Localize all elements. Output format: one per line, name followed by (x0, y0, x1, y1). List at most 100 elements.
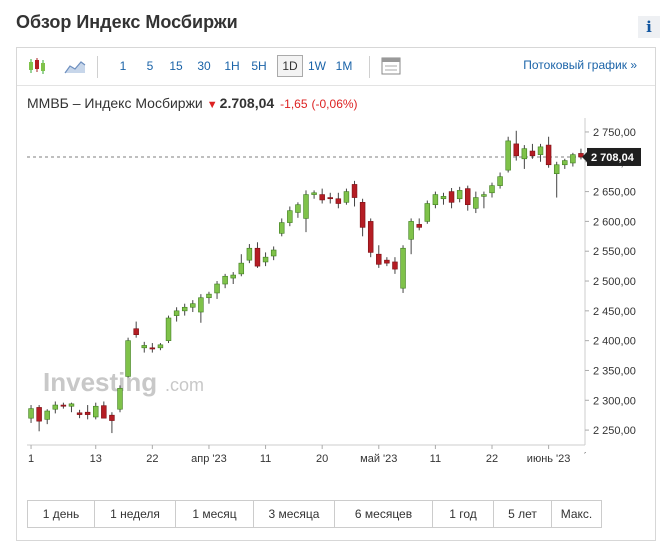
candle-body[interactable] (513, 143, 519, 157)
range-button-2[interactable]: 1 месяц (176, 501, 254, 527)
candle-body[interactable] (359, 202, 366, 228)
candle-body[interactable] (367, 221, 374, 253)
candle-body[interactable] (473, 197, 479, 209)
candle-body[interactable] (343, 191, 350, 203)
last-price: 2.708,04 (219, 95, 275, 111)
range-button-1[interactable]: 1 неделя (95, 501, 176, 527)
x-tick-label-end: ˊ (584, 451, 587, 461)
candle-body[interactable] (562, 160, 568, 166)
candle-body[interactable] (36, 407, 42, 422)
range-button-5[interactable]: 1 год (433, 501, 494, 527)
candle-body[interactable] (181, 306, 188, 312)
candle-body[interactable] (497, 176, 503, 186)
candle-body[interactable] (529, 150, 536, 157)
candle-body[interactable] (44, 410, 50, 420)
candle-body[interactable] (505, 140, 511, 171)
range-button-7[interactable]: Макс. (560, 507, 593, 521)
candle-body[interactable] (165, 317, 172, 341)
area-chart-icon[interactable] (63, 56, 87, 76)
candle-body[interactable] (270, 249, 277, 257)
candle-body[interactable] (351, 184, 358, 198)
x-tick-label: 11 (430, 453, 441, 465)
candlestick-chart-icon[interactable] (25, 56, 49, 76)
period-button-15[interactable]: 15 (169, 59, 183, 73)
candle-body[interactable] (376, 253, 382, 265)
candle-body[interactable] (101, 405, 107, 419)
info-icon[interactable]: i (638, 16, 660, 38)
candle-body[interactable] (481, 194, 487, 197)
streaming-chart-link[interactable]: Потоковый график » (523, 58, 637, 72)
candle-body[interactable] (125, 340, 131, 377)
candle-body[interactable] (84, 411, 91, 415)
candle-body[interactable] (214, 283, 220, 294)
candle-body[interactable] (222, 275, 228, 285)
candle-body[interactable] (408, 221, 414, 240)
candle-body[interactable] (52, 404, 59, 410)
range-button-3[interactable]: 3 месяца (254, 501, 335, 527)
candle-body[interactable] (448, 191, 455, 203)
y-tick-label: 2 550,00 (593, 246, 636, 258)
settings-panel-icon[interactable] (379, 56, 403, 76)
candle-body[interactable] (384, 259, 390, 264)
period-button-1w[interactable]: 1W (308, 59, 326, 73)
candle-body[interactable] (416, 224, 422, 228)
candle-body[interactable] (157, 344, 164, 349)
candlestick-chart[interactable]: Investing .com 2 250,00 2 300,00 2 350,00 2 4… (17, 48, 655, 488)
candle-body[interactable] (279, 222, 285, 234)
candle-body[interactable] (440, 196, 447, 200)
range-button-6[interactable]: 5 лет (494, 501, 552, 527)
candle-body[interactable] (60, 404, 67, 407)
candle-body[interactable] (432, 194, 439, 206)
period-button-1[interactable]: 1 (119, 59, 127, 73)
period-button-30[interactable]: 30 (197, 59, 211, 73)
candle-body[interactable] (400, 247, 406, 289)
candle-body[interactable] (117, 388, 123, 410)
candle-body[interactable] (295, 204, 301, 213)
candle-body[interactable] (76, 412, 83, 415)
watermark-brand: Investing (43, 367, 157, 397)
candle-body[interactable] (327, 197, 333, 200)
candle-body[interactable] (578, 153, 584, 158)
period-button-1d[interactable]: 1D (277, 55, 303, 77)
candle-body[interactable] (570, 154, 576, 164)
candle-body[interactable] (545, 144, 552, 166)
candle-body[interactable] (319, 194, 325, 201)
candle-body[interactable] (262, 256, 269, 263)
candle-body[interactable] (93, 405, 99, 418)
candle-body[interactable] (521, 148, 528, 160)
candle-body[interactable] (553, 164, 560, 175)
candle-body[interactable] (456, 190, 463, 200)
period-button-1m[interactable]: 1M (335, 59, 353, 73)
y-tick-label: 2 750,00 (593, 127, 636, 139)
candle-body[interactable] (335, 198, 342, 204)
candle-body[interactable] (109, 414, 115, 421)
candle-body[interactable] (198, 297, 204, 313)
candle-body[interactable] (133, 328, 139, 335)
candle-body[interactable] (190, 303, 196, 308)
candle-body[interactable] (465, 188, 471, 206)
candle-body[interactable] (311, 192, 317, 195)
candle-body[interactable] (392, 261, 398, 270)
candle-body[interactable] (238, 262, 245, 275)
y-tick-label: 2 250,00 (593, 425, 636, 437)
candle-body[interactable] (68, 403, 75, 407)
period-button-5h[interactable]: 5H (251, 59, 267, 73)
candle-body[interactable] (424, 203, 431, 222)
candle-body[interactable] (28, 408, 34, 419)
range-button-4[interactable]: 6 месяцев (335, 501, 433, 527)
candle-body[interactable] (206, 293, 212, 299)
range-button-0[interactable]: 1 день (28, 501, 95, 527)
candle-body[interactable] (287, 210, 293, 223)
candle-body[interactable] (230, 274, 236, 279)
candle-body[interactable] (537, 146, 544, 155)
candle-body[interactable] (173, 310, 180, 316)
candle-body[interactable] (254, 247, 261, 267)
candle-body[interactable] (149, 347, 156, 350)
candle-body[interactable] (141, 345, 147, 349)
candle-body[interactable] (303, 194, 309, 219)
y-tick-label: 2 600,00 (593, 216, 636, 228)
period-button-1h[interactable]: 1H (224, 59, 240, 73)
period-button-5[interactable]: 5 (146, 59, 154, 73)
candle-body[interactable] (246, 247, 253, 261)
candle-body[interactable] (489, 185, 495, 194)
